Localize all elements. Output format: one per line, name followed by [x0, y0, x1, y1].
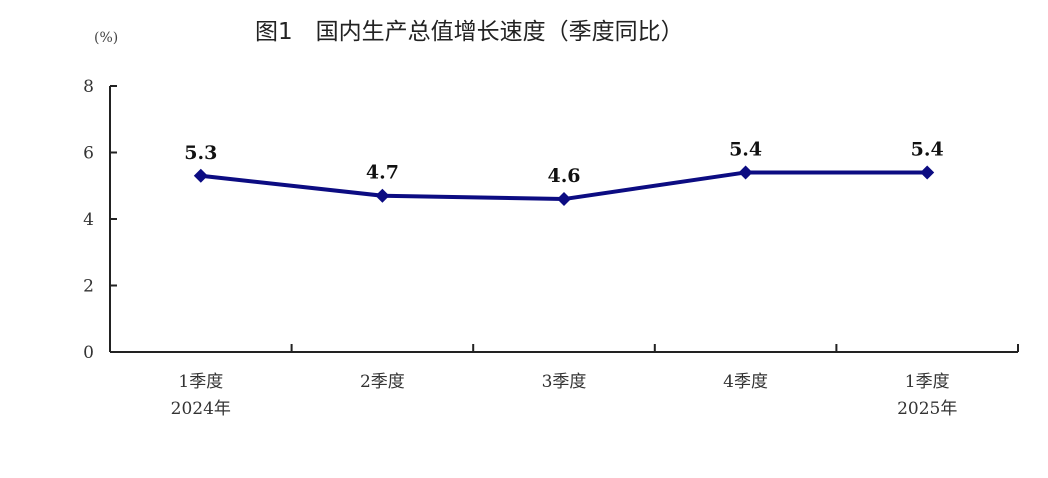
x-tick-label-year: 2024年: [171, 399, 231, 419]
data-point-marker: [738, 165, 753, 180]
y-tick-label: 8: [83, 77, 94, 97]
data-point-marker: [193, 168, 208, 183]
data-point-marker: [920, 165, 935, 180]
data-label: 5.4: [729, 138, 762, 160]
x-tick-label: 4季度: [723, 372, 768, 392]
data-point-marker: [375, 188, 390, 203]
y-axis-unit: (%): [94, 30, 119, 46]
data-label: 4.7: [366, 162, 399, 184]
chart-title: 图1 国内生产总值增长速度（季度同比）: [255, 19, 684, 45]
y-tick-label: 0: [83, 343, 94, 363]
x-tick-label: 1季度: [905, 372, 950, 392]
data-label: 4.6: [547, 165, 580, 187]
x-tick-label: 1季度: [178, 372, 223, 392]
y-tick-label: 6: [83, 144, 94, 164]
data-label: 5.4: [911, 138, 944, 160]
x-tick-label: 3季度: [542, 372, 587, 392]
data-point-marker: [557, 192, 571, 207]
data-label: 5.3: [184, 142, 217, 164]
y-tick-label: 2: [83, 277, 94, 297]
x-tick-label: 2季度: [360, 372, 405, 392]
x-tick-label-year: 2025年: [897, 399, 957, 419]
y-tick-label: 4: [83, 210, 94, 230]
